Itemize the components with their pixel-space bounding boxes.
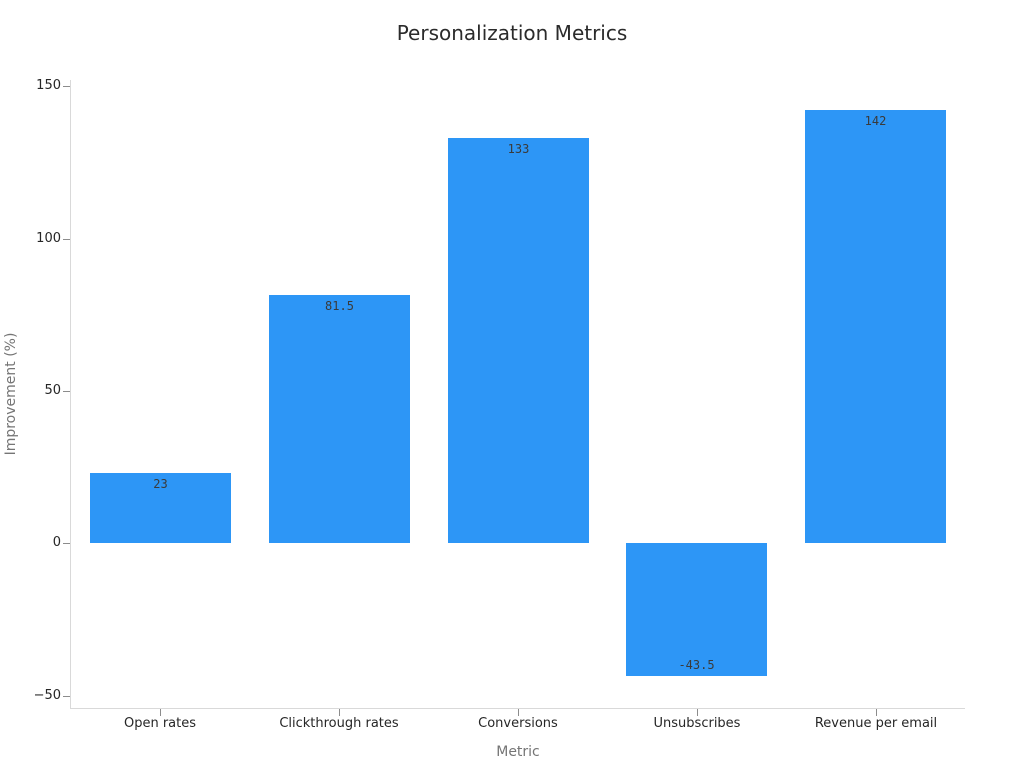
x-tick-mark [518,709,519,716]
x-tick-mark [160,709,161,716]
plot-area: 23 81.5 133 -43.5 142 [70,80,965,709]
y-tick-label: −50 [33,688,61,703]
x-tick-mark [697,709,698,716]
y-tick-mark [63,86,70,87]
bar-open-rates: 23 [90,473,231,543]
x-tick-label: Open rates [123,716,197,731]
y-tick-label: 50 [44,383,61,398]
bar-value-label: -43.5 [678,658,715,672]
y-tick-mark [63,391,70,392]
x-tick-mark [339,709,340,716]
y-tick-mark [63,239,70,240]
y-tick-mark [63,543,70,544]
x-tick-label: Unsubscribes [653,716,741,731]
bar-value-label: 142 [864,114,887,128]
bar-value-label: 23 [153,477,168,491]
x-axis-label: Metric [496,744,540,760]
y-tick-label: 100 [36,231,61,246]
bar-value-label: 133 [507,142,530,156]
bar-value-label: 81.5 [325,299,354,313]
y-tick-label: 150 [36,78,61,93]
bar-clickthrough-rates: 81.5 [269,295,410,543]
bar-unsubscribes: -43.5 [626,543,767,676]
y-tick-mark [63,696,70,697]
bar-conversions: 133 [448,138,589,543]
x-tick-label: Clickthrough rates [279,716,399,731]
y-tick-label: 0 [52,535,61,550]
x-tick-mark [876,709,877,716]
x-tick-label: Conversions [478,716,558,731]
bar-revenue-per-email: 142 [805,110,946,543]
chart-title: Personalization Metrics [396,21,628,45]
x-tick-label: Revenue per email [814,716,938,731]
